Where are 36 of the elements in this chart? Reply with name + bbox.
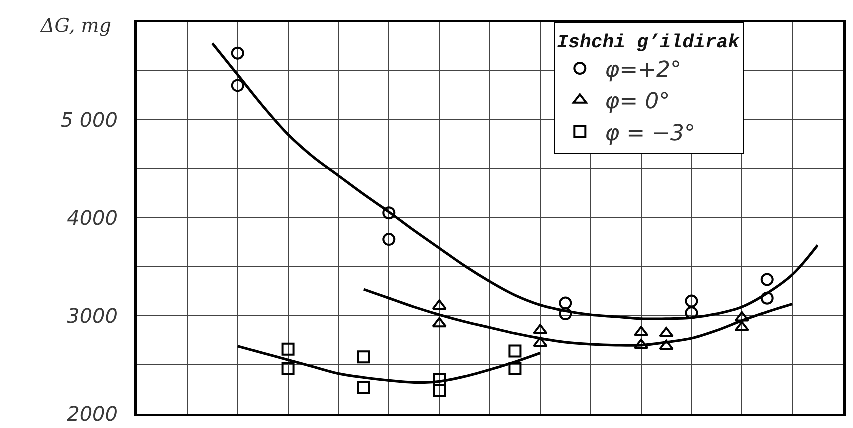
- y-tick-label: 2000: [67, 402, 118, 426]
- point: [231, 79, 244, 92]
- point: [659, 340, 674, 350]
- point: [685, 294, 698, 308]
- point: [231, 46, 244, 60]
- point: [357, 350, 370, 364]
- point: [634, 338, 649, 350]
- point: [559, 308, 572, 321]
- point: [432, 300, 447, 310]
- point: [559, 296, 572, 310]
- y-tick-label: 4000: [67, 206, 118, 230]
- legend-label: φ=+2°: [605, 58, 682, 84]
- point: [382, 233, 396, 246]
- y-tick-label: 3000: [67, 304, 118, 328]
- point: [357, 381, 370, 394]
- point: [382, 206, 396, 220]
- point: [760, 273, 774, 286]
- point: [734, 321, 750, 332]
- point: [659, 327, 674, 338]
- legend-title: Ishchi g’ildirak: [557, 32, 740, 54]
- y-tick-label: 5 000: [60, 108, 118, 132]
- point: [734, 311, 750, 322]
- point: [760, 292, 774, 305]
- point: [432, 317, 447, 328]
- legend-label: φ= 0°: [605, 90, 670, 115]
- point: [685, 306, 698, 320]
- point: [533, 324, 548, 334]
- point: [433, 373, 446, 386]
- point: [508, 362, 522, 376]
- point: [533, 336, 548, 348]
- point: [282, 362, 295, 376]
- y-axis-title: ΔG, mg: [40, 15, 112, 37]
- point: [508, 344, 522, 358]
- legend-label: φ = −3°: [605, 121, 696, 146]
- point: [282, 342, 295, 356]
- point: [433, 384, 446, 397]
